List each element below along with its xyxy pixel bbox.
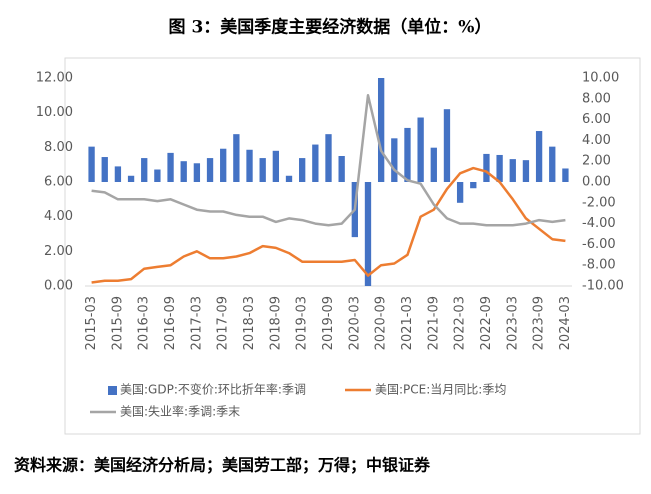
y2-tick-label: 4.00 xyxy=(582,133,611,148)
bar xyxy=(299,158,306,182)
x-tick-label: 2023-03 xyxy=(505,296,520,350)
x-tick-label: 2020-09 xyxy=(374,296,389,350)
x-tick-label: 2016-03 xyxy=(137,296,152,350)
x-tick-label: 2022-03 xyxy=(453,296,468,350)
bar xyxy=(246,149,253,182)
y2-tick-label: -2.00 xyxy=(582,195,616,210)
y2-tick-label: 10.00 xyxy=(582,71,619,86)
bar xyxy=(509,159,516,182)
x-tick-label: 2015-09 xyxy=(110,296,125,350)
bar xyxy=(154,169,161,182)
line xyxy=(91,166,566,284)
bar xyxy=(233,134,240,182)
x-tick-label: 2017-09 xyxy=(216,296,231,350)
y2-tick-label: 6.00 xyxy=(582,112,611,127)
x-tick-label: 2017-03 xyxy=(189,296,204,350)
bar xyxy=(562,168,569,182)
y-tick-label: 4.00 xyxy=(44,209,73,224)
y2-tick-label: -4.00 xyxy=(582,216,616,231)
bar xyxy=(391,138,398,182)
y-tick-label: 8.00 xyxy=(44,140,73,155)
legend-swatch xyxy=(108,386,117,395)
x-tick-label: 2021-03 xyxy=(400,296,415,350)
bar xyxy=(312,144,319,182)
bar xyxy=(167,152,174,182)
x-tick-label: 2018-09 xyxy=(268,296,283,350)
bar xyxy=(193,163,201,182)
legend-label: 美国:PCE:当月同比:季均 xyxy=(375,383,506,397)
bar xyxy=(456,182,464,203)
y-tick-label: 2.00 xyxy=(44,244,73,259)
x-tick-label: 2022-09 xyxy=(479,296,494,350)
bar xyxy=(285,175,293,182)
source-note: 资料来源：美国经济分析局；美国劳工部；万得；中银证券 xyxy=(14,456,431,475)
bar xyxy=(496,154,503,182)
x-tick-label: 2024-03 xyxy=(558,296,573,350)
y-tick-label: 10.00 xyxy=(36,105,73,120)
x-tick-label: 2016-09 xyxy=(163,296,178,350)
y2-tick-label: 0.00 xyxy=(582,175,611,190)
chart-title: 图 3：美国季度主要经济数据（单位：%） xyxy=(169,17,492,38)
bar xyxy=(272,150,280,182)
y2-tick-label: -6.00 xyxy=(582,237,616,252)
bar xyxy=(88,146,95,182)
bar xyxy=(259,158,266,182)
y2-tick-label: -8.00 xyxy=(582,258,616,273)
x-tick-label: 2015-03 xyxy=(84,296,99,350)
bar xyxy=(470,182,477,189)
x-tick-label: 2020-03 xyxy=(347,296,362,350)
bar xyxy=(206,158,214,182)
x-tick-label: 2018-03 xyxy=(242,296,257,350)
bar xyxy=(377,78,385,183)
y-tick-label: 0.00 xyxy=(44,279,73,294)
legend-label: 美国:失业率:季调:季末 xyxy=(120,404,240,419)
bar xyxy=(127,175,135,182)
x-tick-label: 2021-09 xyxy=(426,296,441,350)
bar xyxy=(443,109,451,182)
legend-label: 美国:GDP:不变价:环比折年率:季调 xyxy=(120,382,306,397)
bar xyxy=(114,166,122,182)
chart-frame xyxy=(64,57,641,435)
plot-area xyxy=(88,78,569,286)
bar xyxy=(325,134,332,182)
bar xyxy=(220,148,227,182)
bar xyxy=(338,156,345,182)
bar xyxy=(549,146,556,182)
bar xyxy=(483,153,490,182)
x-tick-label: 2019-03 xyxy=(295,296,310,350)
y-tick-label: 6.00 xyxy=(44,175,73,190)
bar xyxy=(417,117,424,182)
bar xyxy=(404,127,411,182)
bar xyxy=(101,157,108,182)
bar xyxy=(141,158,148,182)
y-tick-label: 12.00 xyxy=(36,71,73,86)
bar xyxy=(522,160,530,182)
bar xyxy=(535,131,543,182)
x-tick-label: 2019-09 xyxy=(321,296,336,350)
bar xyxy=(430,147,437,182)
line xyxy=(91,94,566,227)
bar xyxy=(180,161,187,182)
y2-tick-label: 8.00 xyxy=(582,91,611,106)
y2-tick-label: 2.00 xyxy=(582,154,611,169)
bar xyxy=(364,182,372,286)
y2-tick-label: -10.00 xyxy=(582,279,624,294)
x-tick-label: 2023-09 xyxy=(532,296,547,350)
